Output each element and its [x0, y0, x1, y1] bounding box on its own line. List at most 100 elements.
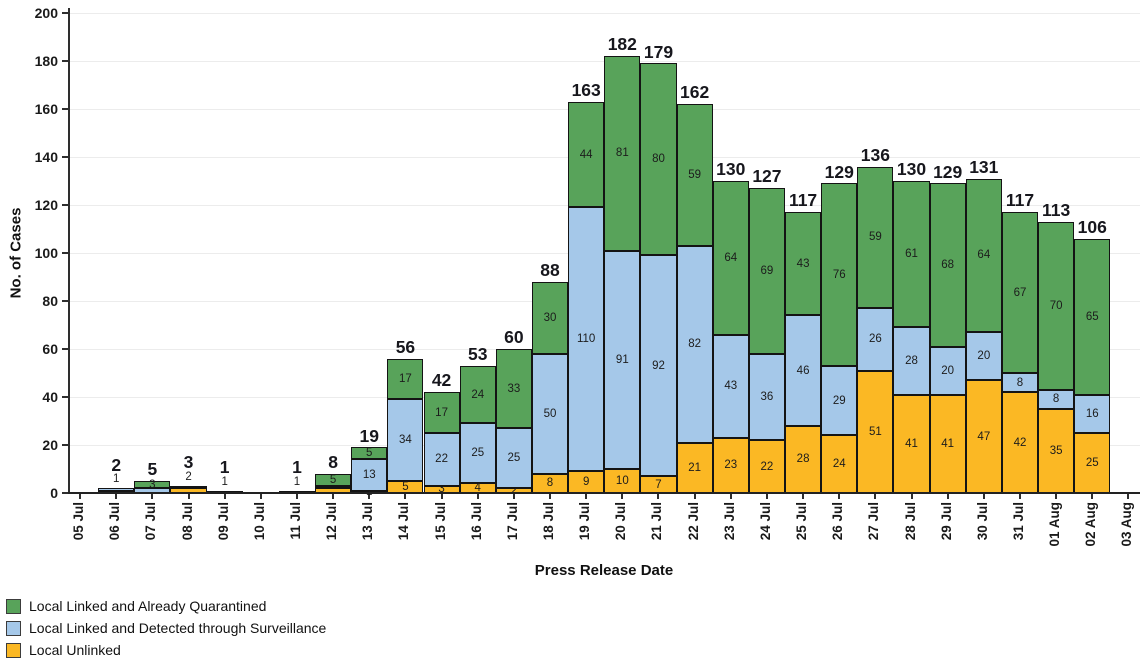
bar-segment-green[interactable]	[712, 181, 749, 335]
bar-segment-green[interactable]	[387, 358, 424, 400]
bar-segment-blue[interactable]	[387, 399, 424, 481]
bar-segment-orange[interactable]	[712, 437, 749, 493]
x-tick-label: 21 Jul	[649, 502, 665, 541]
bar-segment-blue[interactable]	[1038, 389, 1075, 409]
x-tick-label: 16 Jul	[468, 502, 484, 541]
legend: Local Linked and Already Quarantined Loc…	[6, 598, 326, 658]
bar-total-label: 127	[727, 168, 807, 186]
bar-segment-label: 23	[724, 459, 738, 472]
bar-segment-label: 1	[293, 475, 301, 488]
bar-segment-blue[interactable]	[929, 346, 966, 395]
bar-segment-blue[interactable]	[748, 353, 785, 441]
bar-segment-green[interactable]	[1074, 238, 1111, 395]
bar-segment-blue[interactable]	[495, 428, 532, 489]
bar-segment-label: 47	[977, 430, 991, 443]
bar-segment-green[interactable]	[1038, 221, 1075, 390]
bar-segment-green[interactable]	[893, 181, 930, 328]
bar-segment-blue[interactable]	[1074, 394, 1111, 433]
bar-segment-label: 36	[760, 391, 774, 403]
x-tick-mark	[729, 494, 732, 499]
bar-total-label: 131	[944, 158, 1024, 177]
legend-item-surveillance[interactable]: Local Linked and Detected through Survei…	[6, 620, 326, 636]
bar-segment-blue[interactable]	[640, 255, 677, 477]
bar-segment-green[interactable]	[315, 473, 352, 486]
x-tick-label: 18 Jul	[541, 502, 557, 541]
bar-segment-blue[interactable]	[98, 488, 135, 491]
bar-segment-blue[interactable]	[965, 332, 1002, 381]
legend-label: Local Linked and Detected through Survei…	[29, 620, 327, 636]
bar-segment-green[interactable]	[351, 447, 388, 460]
bar-segment-orange[interactable]	[821, 435, 858, 493]
x-tick-mark	[838, 494, 841, 499]
y-tick-mark	[62, 492, 68, 494]
bar-total-label: 130	[691, 160, 771, 179]
x-tick-label: 17 Jul	[504, 502, 520, 541]
bar-segment-blue[interactable]	[676, 245, 713, 443]
bar-segment-blue[interactable]	[531, 353, 569, 474]
bar-segment-blue[interactable]	[712, 334, 749, 438]
bar-segment-green[interactable]	[423, 392, 460, 433]
bar-segment-green[interactable]	[857, 166, 894, 309]
bar-segment-orange[interactable]	[857, 370, 894, 493]
x-tick-label: 12 Jul	[324, 502, 340, 541]
bar-segment-orange[interactable]	[604, 469, 641, 493]
bar-segment-green[interactable]	[1001, 212, 1039, 373]
bar-segment-green[interactable]	[495, 349, 532, 429]
bar-segment-label: 91	[615, 353, 629, 366]
bar-segment-blue[interactable]	[459, 423, 496, 484]
bar-segment-blue[interactable]	[1001, 373, 1039, 393]
y-tick-mark	[62, 252, 68, 254]
bar-segment-green[interactable]	[821, 183, 858, 366]
bar-total-label: 129	[799, 161, 879, 182]
x-tick-label: 27 Jul	[866, 502, 882, 541]
x-tick-mark	[657, 494, 660, 499]
bar-segment-green[interactable]	[676, 104, 713, 246]
bar-segment-label: 1	[221, 475, 228, 488]
bar-segment-orange[interactable]	[893, 394, 930, 493]
bar-segment-blue[interactable]	[568, 207, 605, 472]
y-tick-label: 80	[42, 293, 58, 309]
bar-total-label: 19	[329, 427, 409, 446]
bar-segment-green[interactable]	[459, 365, 496, 424]
bar-segment-label: 24	[832, 458, 846, 471]
bar-segment-green[interactable]	[604, 56, 641, 251]
bar-segment-blue[interactable]	[785, 315, 822, 426]
total-value: 113	[1042, 199, 1071, 220]
bar-segment-blue[interactable]	[893, 327, 930, 395]
bar-segment-green[interactable]	[785, 212, 822, 316]
bar-segment-label: 59	[688, 169, 702, 181]
bar-segment-green[interactable]	[134, 481, 171, 489]
bar-segment-green[interactable]	[568, 101, 605, 208]
bar-segment-blue[interactable]	[423, 433, 460, 486]
y-tick-mark	[62, 396, 68, 398]
y-tick-mark	[62, 60, 68, 62]
bar-segment-orange[interactable]	[676, 442, 713, 493]
bar-segment-blue[interactable]	[821, 365, 858, 436]
bar-segment-green[interactable]	[748, 188, 785, 354]
x-tick-mark	[982, 494, 985, 499]
bar-segment-blue[interactable]	[351, 459, 388, 491]
legend-item-quarantined[interactable]: Local Linked and Already Quarantined	[6, 598, 326, 614]
total-value: 5	[147, 459, 158, 480]
bar-segment-label: 29	[832, 394, 846, 407]
bar-segment-orange[interactable]	[929, 394, 966, 493]
bar-segment-green[interactable]	[929, 183, 966, 347]
bar-segment-blue[interactable]	[604, 250, 641, 469]
y-tick-mark	[62, 300, 68, 302]
bar-segment-green[interactable]	[965, 178, 1002, 333]
total-value: 56	[395, 336, 416, 357]
total-value: 129	[824, 161, 854, 182]
x-tick-mark	[585, 494, 588, 499]
bar-segment-orange[interactable]	[748, 440, 785, 493]
bar-segment-label: 8	[1016, 376, 1024, 389]
bar-segment-blue[interactable]	[315, 485, 352, 489]
bar-segment-blue[interactable]	[170, 485, 207, 489]
y-tick-mark	[62, 156, 68, 158]
bar-segment-blue[interactable]	[857, 308, 894, 371]
total-value: 60	[504, 327, 524, 348]
bar-segment-green[interactable]	[531, 281, 569, 354]
legend-item-unlinked[interactable]: Local Unlinked	[6, 642, 326, 658]
bar-segment-green[interactable]	[640, 63, 677, 256]
bar-segment-orange[interactable]	[1038, 409, 1075, 493]
bar-segment-label: 16	[1085, 407, 1099, 420]
